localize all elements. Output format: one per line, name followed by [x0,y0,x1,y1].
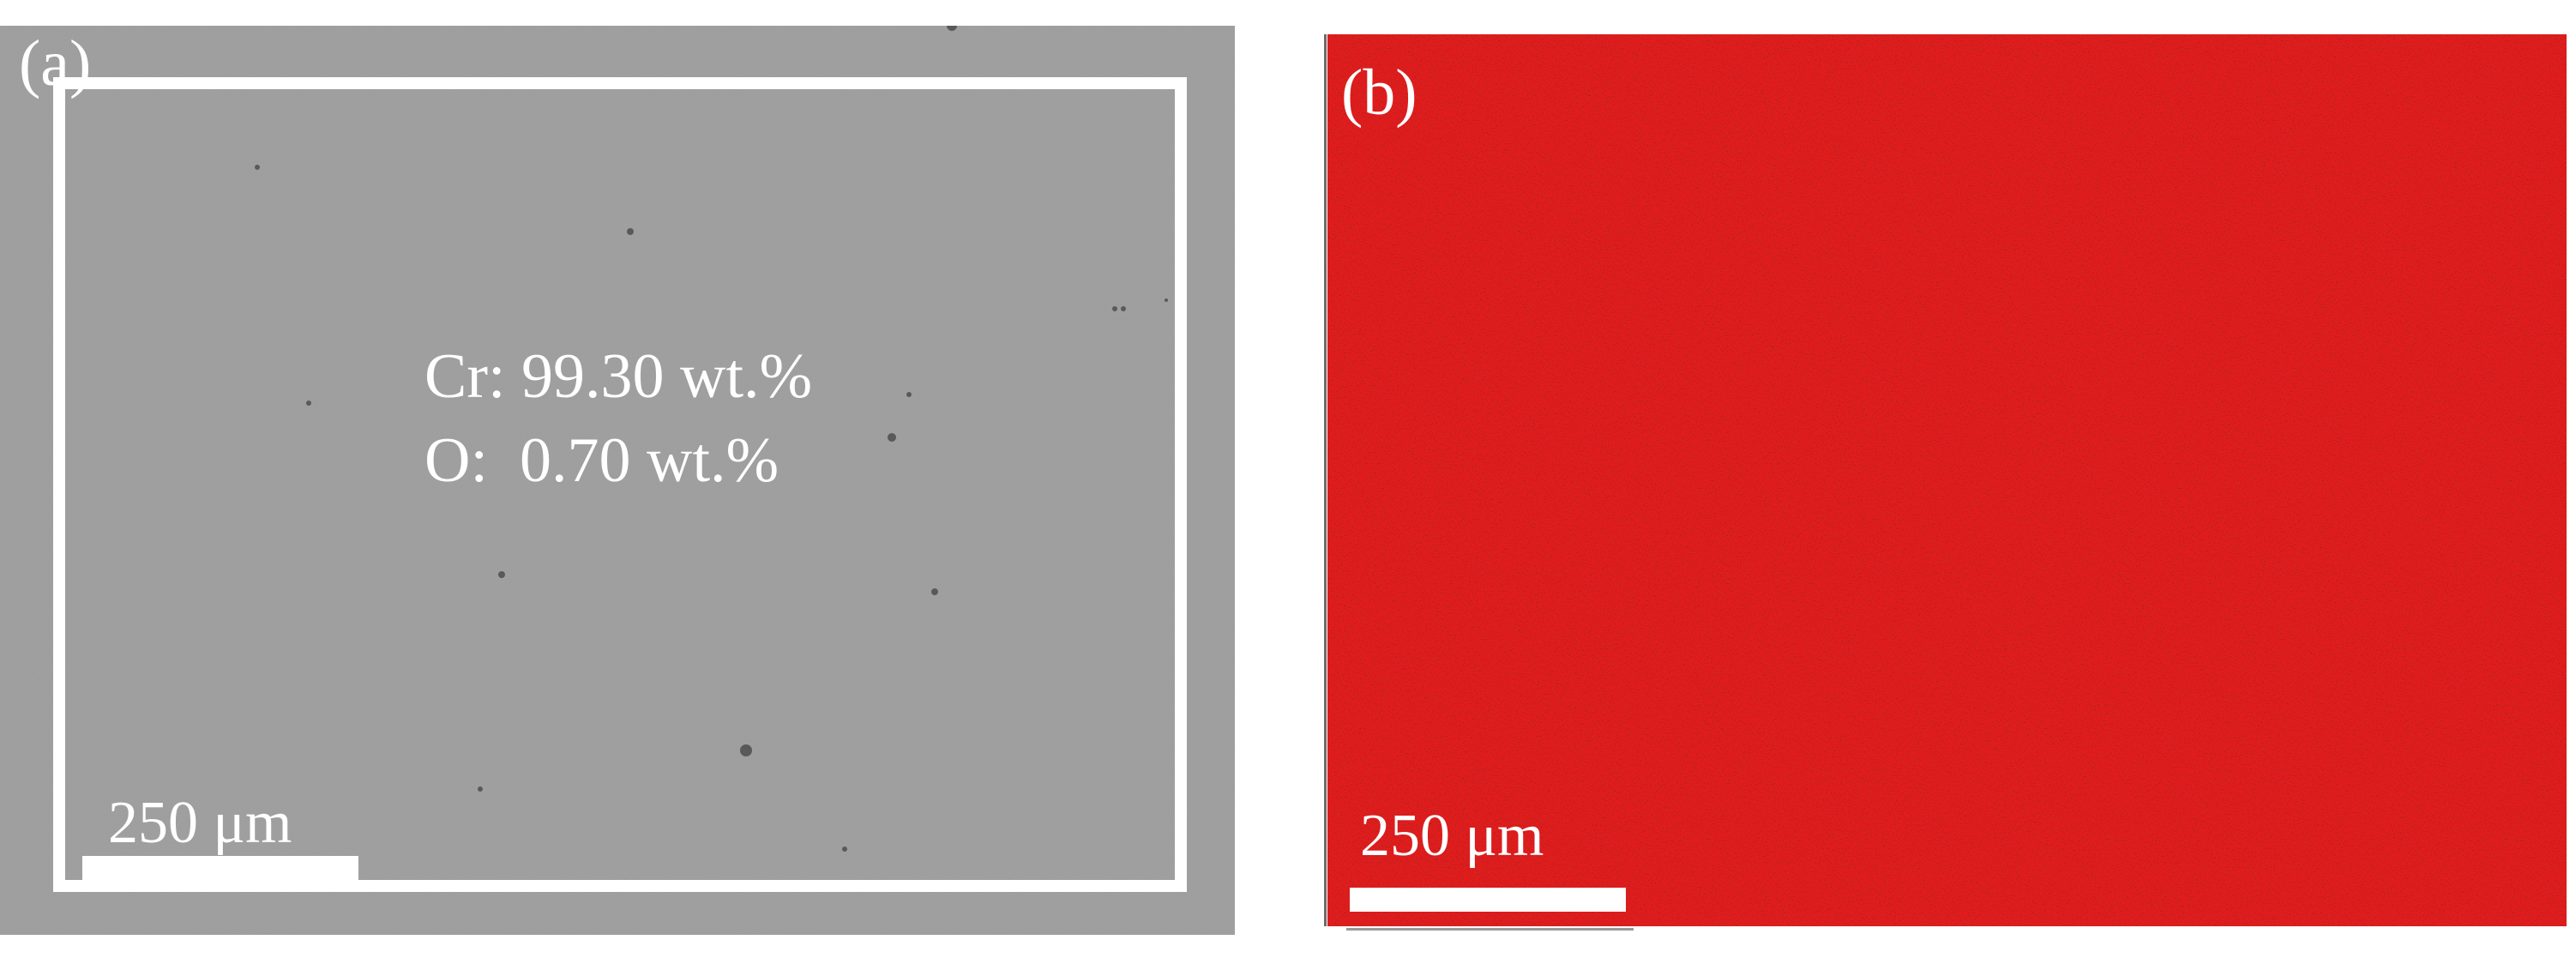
panel-b-scale-label: 250 μm [1360,803,1544,869]
panel-b-chromium-map: (b) 250 μm [1327,34,2567,926]
chromium-composition-text: Cr: 99.30 wt.% [424,341,813,412]
panel-b-scale-bar [1350,888,1626,912]
sem-surface-texture [0,26,1235,935]
panel-b-bottom-rule [1346,928,1634,931]
oxygen-composition-text: O: 0.70 wt.% [424,425,779,496]
panel-b-label: (b) [1341,57,1417,129]
chromium-eds-map-texture [1327,34,2567,926]
panel-a-label: (a) [19,27,92,99]
panel-divider [1324,34,1327,926]
eds-selection-frame [53,77,1187,892]
panel-a-sem-image: (a) Cr: 99.30 wt.% O: 0.70 wt.% 250 μm [0,26,1235,935]
panel-a-scale-label: 250 μm [108,790,292,856]
panel-a-scale-bar [82,856,358,880]
